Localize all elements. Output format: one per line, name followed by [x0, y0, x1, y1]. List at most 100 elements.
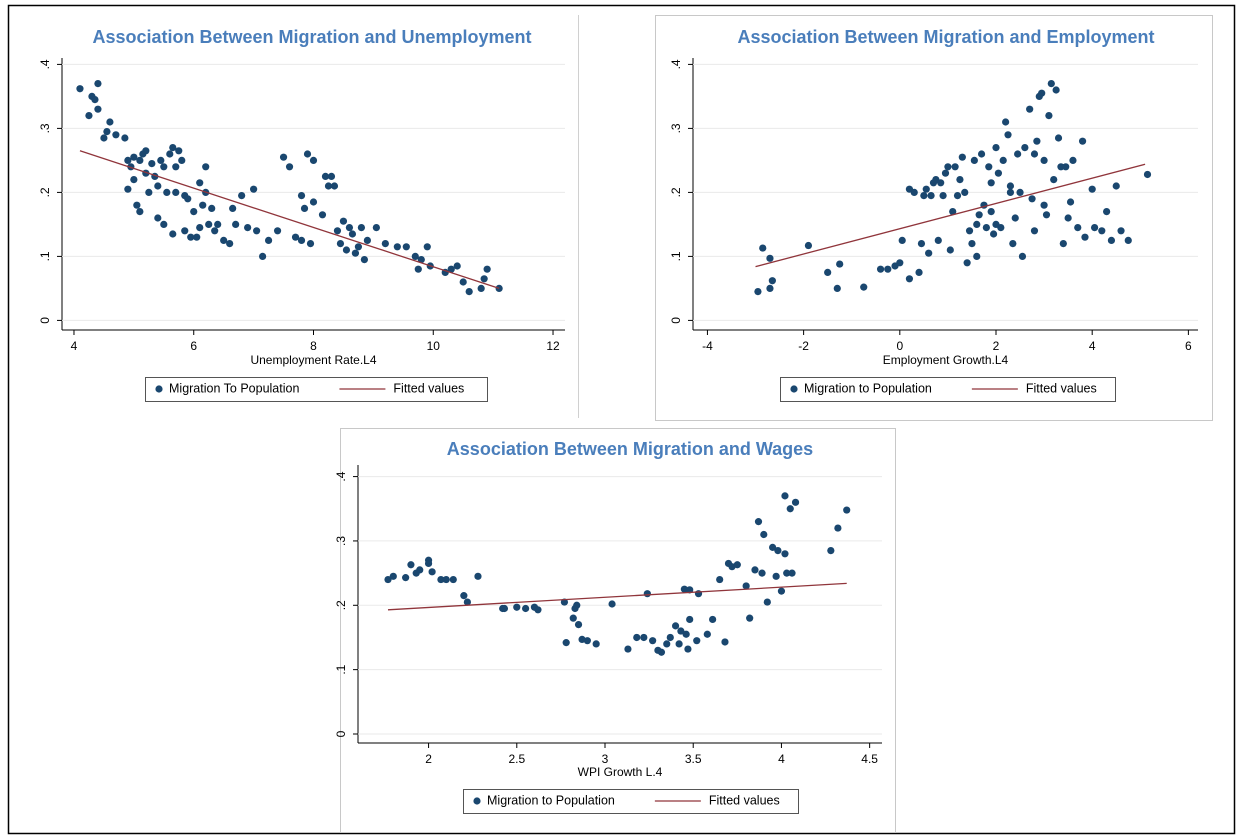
point	[160, 220, 168, 228]
x-tick-label: 6	[190, 339, 197, 353]
point	[1098, 227, 1106, 235]
point	[643, 590, 651, 598]
point	[1042, 211, 1051, 219]
point	[178, 156, 186, 164]
point	[184, 195, 192, 203]
point	[133, 201, 141, 209]
point	[175, 147, 183, 155]
point	[106, 118, 114, 126]
point	[684, 645, 692, 653]
point	[157, 156, 165, 164]
point	[569, 614, 577, 622]
point	[939, 192, 947, 200]
point	[920, 192, 928, 200]
point	[1006, 188, 1015, 196]
point	[1074, 224, 1082, 232]
point	[513, 603, 521, 611]
point	[94, 105, 102, 113]
point	[1124, 236, 1132, 244]
point	[1078, 137, 1087, 145]
point	[324, 182, 333, 190]
point	[309, 156, 318, 164]
point	[142, 147, 150, 155]
point	[1030, 227, 1039, 235]
x-tick-label: 4	[71, 339, 78, 353]
point	[154, 182, 162, 190]
point	[330, 182, 339, 190]
legend-marker	[155, 385, 163, 393]
x-tick-label: 0	[896, 339, 903, 353]
point	[884, 265, 892, 273]
point	[381, 240, 389, 248]
point	[751, 566, 759, 574]
point	[318, 211, 327, 219]
point	[992, 220, 1000, 228]
point	[640, 633, 648, 642]
point	[1028, 195, 1036, 203]
point	[766, 254, 774, 262]
panel-border	[655, 15, 1213, 421]
point	[411, 252, 419, 260]
point	[982, 224, 990, 232]
point	[130, 153, 138, 161]
point	[423, 243, 431, 251]
y-tick-label: 0	[334, 730, 348, 737]
point	[354, 243, 363, 251]
point	[244, 224, 252, 232]
point	[91, 96, 99, 104]
point	[1033, 137, 1041, 145]
y-tick-label: .4	[38, 59, 52, 69]
point	[1004, 131, 1012, 139]
point	[208, 204, 216, 212]
point	[1064, 214, 1072, 222]
point	[285, 163, 294, 171]
point	[1117, 227, 1125, 235]
point	[769, 543, 777, 551]
point	[999, 156, 1007, 164]
point	[675, 640, 683, 648]
point	[624, 645, 632, 653]
fitted-line	[755, 163, 1146, 268]
legend-label: Migration to Population	[804, 381, 932, 395]
point	[360, 256, 368, 264]
x-tick-label: 2	[425, 752, 432, 766]
y-tick-label: 0	[669, 317, 683, 324]
legend-label: Migration To Population	[169, 381, 299, 395]
point	[1069, 156, 1077, 164]
point	[693, 637, 701, 645]
point	[860, 283, 868, 291]
point	[279, 153, 288, 161]
point	[477, 284, 485, 292]
panel-border	[340, 428, 896, 833]
point	[760, 530, 768, 539]
point	[463, 598, 471, 606]
point	[253, 227, 261, 235]
point	[968, 240, 976, 248]
point	[250, 185, 258, 193]
y-tick-label: .4	[334, 471, 348, 481]
point	[827, 546, 835, 555]
point	[958, 153, 966, 161]
y-tick-label: .3	[334, 536, 348, 546]
x-tick-label: 6	[1185, 339, 1192, 353]
point	[804, 241, 813, 250]
point	[941, 169, 950, 177]
point	[649, 637, 657, 645]
point	[951, 163, 959, 171]
point	[297, 236, 306, 244]
point	[339, 217, 348, 225]
point	[788, 569, 796, 577]
x-tick-label: 4.5	[861, 752, 878, 766]
legend-label: Fitted values	[1026, 381, 1097, 395]
point	[766, 284, 774, 292]
point	[763, 598, 771, 606]
x-tick-label: 4	[778, 752, 785, 766]
point	[124, 156, 132, 164]
point	[1016, 188, 1024, 196]
point	[414, 265, 422, 273]
point	[500, 604, 509, 613]
point	[963, 259, 971, 267]
legend-box	[780, 377, 1116, 402]
x-tick-label: 10	[427, 339, 441, 353]
